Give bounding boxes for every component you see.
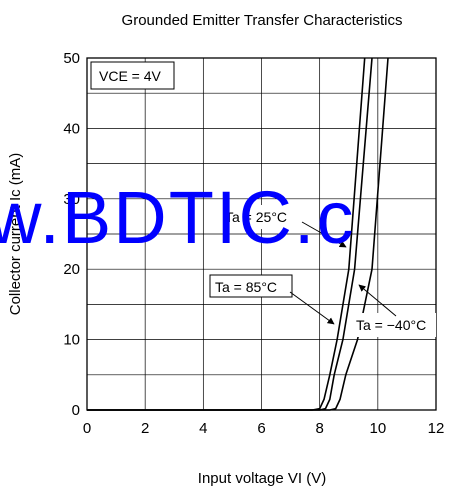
- annotation-ta-minus40-bg: [352, 313, 436, 337]
- annotation-ta-25-text: Ta = 25°C: [225, 209, 287, 225]
- condition-box: [90, 61, 175, 90]
- grid: [87, 58, 436, 410]
- y-tick-label: 20: [63, 261, 80, 278]
- chart-title: Grounded Emitter Transfer Characteristic…: [122, 12, 403, 29]
- y-tick-label: 10: [63, 332, 80, 349]
- y-tick-label: 50: [63, 50, 80, 67]
- watermark-text: w.BDTIC.c: [0, 176, 355, 259]
- x-tick-label: 10: [369, 420, 386, 437]
- x-tick-label: 8: [315, 420, 323, 437]
- annotation-ta-minus40-text: Ta = −40°C: [356, 317, 426, 333]
- annotation-ta-minus40-arrow: [358, 284, 397, 317]
- annotation-ta-25-arrow: [301, 221, 347, 248]
- annotation-ta-minus40: Ta = −40°C: [352, 284, 436, 337]
- annotation-ta-85-text: Ta = 85°C: [215, 279, 277, 295]
- x-tick-label: 4: [199, 420, 207, 437]
- y-tick-label: 40: [63, 120, 80, 137]
- y-axis-label: Collector current Ic (mA): [7, 153, 24, 316]
- x-tick-label: 0: [83, 420, 91, 437]
- x-axis-label: Input voltage VI (V): [198, 470, 326, 487]
- x-tick-label: 12: [428, 420, 445, 437]
- x-tick-label: 6: [257, 420, 265, 437]
- annotation-ta-85: Ta = 85°C: [209, 274, 335, 325]
- annotation-ta-25-bg: [221, 205, 305, 229]
- y-axis-ticks: 0 10 20 30 40 50: [63, 50, 80, 419]
- plot-frame: [86, 57, 437, 411]
- annotation-ta-85-arrow: [289, 291, 335, 325]
- y-tick-label: 30: [63, 191, 80, 208]
- annotation-ta-25: Ta = 25°C: [221, 205, 347, 248]
- condition-label: VCE = 4V: [99, 68, 162, 84]
- annotation-ta-85-box: [209, 274, 293, 298]
- y-tick-label: 0: [72, 402, 80, 419]
- x-tick-label: 2: [141, 420, 149, 437]
- x-axis-ticks: 0 2 4 6 8 10 12: [83, 420, 445, 437]
